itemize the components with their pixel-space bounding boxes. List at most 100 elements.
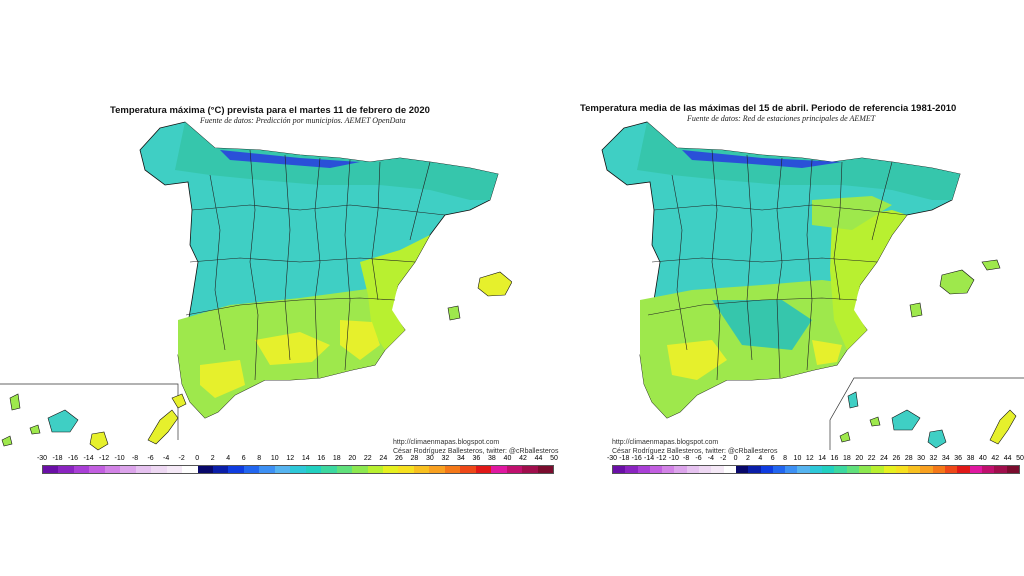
scale-swatch xyxy=(429,466,445,473)
east-coast-warm xyxy=(360,235,430,350)
la-palma-island xyxy=(9,393,21,411)
scale-swatch xyxy=(674,466,687,473)
gran-canaria-island xyxy=(927,429,947,449)
scale-tick-label: 38 xyxy=(488,455,496,462)
gran-canaria-island xyxy=(89,431,109,451)
scale-swatch xyxy=(957,466,970,473)
east-coast-warm xyxy=(830,210,907,350)
scale-tick-label: -14 xyxy=(644,455,655,462)
scale-tick-label: 16 xyxy=(317,455,326,462)
scale-tick-label: 50 xyxy=(550,455,558,462)
credit-url: http://climaenmapas.blogspot.com xyxy=(612,439,719,446)
scale-tick-label: 6 xyxy=(241,455,246,462)
scale-swatch xyxy=(491,466,507,473)
la-palma-island xyxy=(847,391,859,409)
tenerife-island xyxy=(891,409,921,431)
scale-tick-label: -10 xyxy=(668,455,679,462)
scale-swatch xyxy=(809,466,823,473)
scale-tick-label: 28 xyxy=(410,455,419,462)
scale-tick-label: 36 xyxy=(954,455,963,462)
scale-tick-label: 12 xyxy=(286,455,295,462)
scale-swatch xyxy=(981,466,995,473)
map-title: Temperatura media de las máximas del 15 … xyxy=(580,103,957,114)
scale-swatch xyxy=(735,466,749,473)
scale-swatch xyxy=(686,466,700,473)
hot-patch-2 xyxy=(812,340,842,365)
hot-patch-1 xyxy=(667,340,727,380)
scale-swatch xyxy=(895,466,909,473)
scale-tick-label: 0 xyxy=(195,455,200,462)
scale-tick-label: 22 xyxy=(363,455,372,462)
scale-swatch xyxy=(305,466,322,473)
mallorca-island xyxy=(939,269,975,295)
scale-tick-label: -30 xyxy=(36,455,48,462)
scale-tick-label: -12 xyxy=(98,455,110,462)
scale-tick-label: 16 xyxy=(830,455,839,462)
scale-swatch xyxy=(104,466,121,473)
scale-tick-label: 18 xyxy=(843,455,851,462)
scale-tick-label: 38 xyxy=(966,455,975,462)
scale-tick-label: 34 xyxy=(941,455,950,462)
scale-tick-label: 14 xyxy=(818,455,827,462)
scale-tick-label: -18 xyxy=(52,455,63,462)
scale-tick-label: 8 xyxy=(257,455,262,462)
scale-swatch xyxy=(274,466,291,473)
scale-tick-label: 32 xyxy=(929,455,938,462)
canary-inset-frame xyxy=(829,377,1024,450)
scale-swatch xyxy=(846,466,859,473)
fuerteventura-island xyxy=(147,409,179,445)
scale-swatch xyxy=(321,466,337,473)
scale-swatch xyxy=(243,466,260,473)
scale-tick-label: 20 xyxy=(855,455,864,462)
scale-swatch xyxy=(336,466,353,473)
scale-swatch xyxy=(637,466,650,473)
scale-tick-label: 4 xyxy=(226,455,231,462)
scale-swatch xyxy=(182,466,198,473)
scale-swatch xyxy=(506,466,523,473)
temperature-map-climatology xyxy=(601,121,1024,450)
scale-tick-label: 14 xyxy=(301,455,310,462)
scale-tick-label: 26 xyxy=(892,455,901,462)
scale-swatch xyxy=(858,466,872,473)
map-panel-climatology: Temperatura media de las máximas del 15 … xyxy=(512,0,1024,576)
scale-tick-label: 40 xyxy=(979,455,987,462)
scale-tick-label: 4 xyxy=(758,455,763,462)
scale-tick-label: 36 xyxy=(472,455,481,462)
scale-swatch xyxy=(444,466,461,473)
province-borders xyxy=(647,149,908,381)
scale-tick-label: 26 xyxy=(394,455,403,462)
scale-swatch xyxy=(522,466,538,473)
scale-tick-label: 30 xyxy=(917,455,925,462)
scale-tick-label: -6 xyxy=(695,455,702,462)
scale-swatch xyxy=(871,466,884,473)
scale-tick-label: 20 xyxy=(348,455,357,462)
hot-patch-2 xyxy=(340,320,380,360)
scale-tick-label: 6 xyxy=(770,455,775,462)
scale-tick-label: 12 xyxy=(805,455,814,462)
scale-swatch xyxy=(135,466,152,473)
map-source: Fuente de datos: Red de estaciones princ… xyxy=(687,114,876,123)
scale-swatch xyxy=(475,466,492,473)
mallorca-island xyxy=(477,271,512,297)
scale-tick-label: -14 xyxy=(83,455,94,462)
scale-swatch xyxy=(228,466,244,473)
map-source: Fuente de datos: Predicción por municipi… xyxy=(200,116,406,125)
scale-tick-label: -16 xyxy=(67,455,79,462)
scale-tick-label: 24 xyxy=(880,455,888,462)
scale-tick-label: -10 xyxy=(114,455,125,462)
scale-swatch xyxy=(748,466,761,473)
gomera-island xyxy=(29,424,41,435)
scale-swatch xyxy=(151,466,167,473)
credit-author: César Rodríguez Ballesteros, twitter: @c… xyxy=(393,448,559,455)
scale-swatch xyxy=(413,466,430,473)
scale-swatch xyxy=(834,466,847,473)
scale-tick-label: -6 xyxy=(147,455,154,462)
scale-tick-label: 2 xyxy=(746,455,750,462)
map-title: Temperatura máxima (°C) prevista para el… xyxy=(110,105,430,116)
scale-swatch xyxy=(772,466,786,473)
scale-labels: -30 -18 -16 -14 -12 -10 -8 -6 -4 -2 0 2 4 6 8 10 12 14 16 1… xyxy=(37,455,558,464)
hot-patch-1 xyxy=(255,332,330,365)
ibiza-island xyxy=(447,305,461,321)
scale-swatch xyxy=(259,466,275,473)
scale-tick-label: -16 xyxy=(631,455,642,462)
